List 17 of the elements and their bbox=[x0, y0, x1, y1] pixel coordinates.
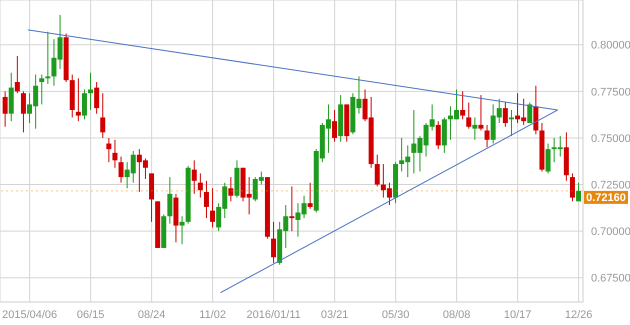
y-tick-label: 0.75000 bbox=[591, 132, 630, 145]
x-tick-label: 12/26 bbox=[564, 308, 592, 321]
x-tick-label: 06/15 bbox=[76, 308, 104, 321]
x-tick-label: 11/02 bbox=[199, 308, 226, 321]
y-tick-label: 0.80000 bbox=[591, 40, 630, 52]
x-tick-label: 08/08 bbox=[442, 308, 470, 321]
y-tick-label: 0.67500 bbox=[591, 272, 630, 285]
x-tick-label: 2016/01/11 bbox=[246, 308, 301, 321]
y-tick-label: 0.72500 bbox=[591, 179, 630, 192]
y-tick-label: 0.77500 bbox=[591, 86, 630, 98]
x-tick-label: 03/21 bbox=[320, 308, 348, 321]
x-tick-label: 05/30 bbox=[382, 308, 410, 321]
x-tick-label: 2015/04/06 bbox=[2, 308, 58, 321]
y-tick-label: 0.70000 bbox=[591, 226, 630, 238]
x-tick-label: 10/17 bbox=[504, 308, 532, 321]
x-tick-label: 08/24 bbox=[138, 308, 166, 321]
ref-line-label: 0.72160 bbox=[586, 192, 626, 204]
